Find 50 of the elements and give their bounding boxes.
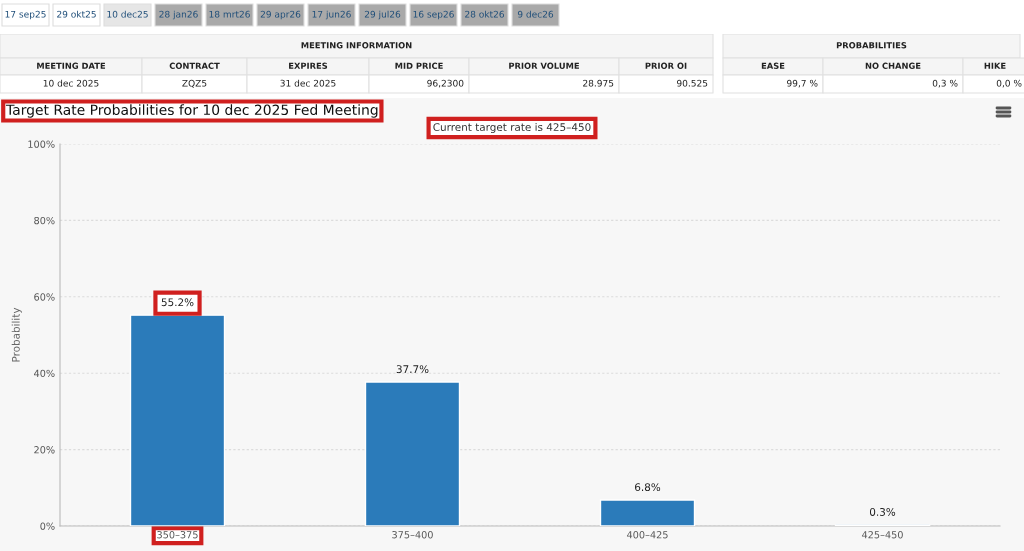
text: 96,2300	[427, 79, 464, 88]
y-tick-label: 100%	[28, 140, 55, 148]
text: 29 jul26	[364, 10, 401, 20]
text: PROBABILITIES	[836, 42, 907, 49]
x-tick-label: 425–450	[861, 531, 903, 539]
y-tick-label: 40%	[34, 369, 55, 378]
text: 18 mrt26	[209, 10, 250, 18]
x-tick-label: 350–375	[157, 531, 198, 539]
x-tick-label: 375–400	[392, 531, 433, 539]
category-label: MID PRICE	[395, 62, 443, 69]
bar	[599, 499, 696, 526]
chart-title: Target Rate Probabilities for 10 dec 2025 Fed Meeting	[5, 104, 378, 118]
text: 28 okt26	[465, 10, 504, 18]
y-tick-label: 0%	[40, 522, 55, 530]
text: 31 dec 2025	[280, 79, 336, 87]
category-label: NO CHANGE	[865, 62, 921, 69]
text: 29 apr26	[260, 10, 301, 20]
data-label: 6.8%	[635, 483, 661, 492]
bar	[364, 381, 461, 526]
text: 29 okt25	[57, 10, 96, 18]
text: 16 sep26	[413, 10, 454, 20]
text: 28.975	[583, 79, 614, 87]
data-label: 37.7%	[396, 365, 429, 374]
y-axis-title: Probability	[11, 307, 22, 362]
data-label: 0.3%	[869, 508, 896, 516]
y-tick-label: 20%	[34, 446, 55, 454]
y-tick-label: 60%	[34, 293, 55, 301]
text: 99,7 %	[787, 79, 818, 88]
category-label: PRIOR VOLUME	[509, 62, 579, 69]
category-label: EASE	[761, 62, 785, 69]
y-tick-label: 80%	[34, 216, 55, 225]
text: 10 dec25	[107, 10, 148, 18]
text: 17 sep25	[5, 10, 46, 20]
category-label: PRIOR OI	[645, 62, 687, 69]
text: 17 jun26	[312, 10, 351, 20]
x-tick-label: 400–425	[626, 531, 668, 539]
data-label: 55.2%	[161, 298, 194, 307]
text: ZQZ5	[182, 79, 207, 88]
text: 9 dec26	[517, 10, 554, 18]
category-label: HIKE	[984, 62, 1006, 69]
category-label: CONTRACT	[169, 62, 220, 69]
text: 90.525	[676, 79, 708, 87]
text: 28 jan26	[159, 10, 198, 20]
text: 10 dec 2025	[43, 79, 99, 87]
chart-subtitle: Current target rate is 425–450	[433, 122, 591, 134]
text: 0,3 %	[932, 79, 958, 88]
text: MEETING INFORMATION	[301, 42, 412, 49]
category-label: MEETING DATE	[37, 62, 106, 69]
text: 0,0 %	[996, 79, 1022, 88]
category-label: EXPIRES	[289, 62, 328, 69]
